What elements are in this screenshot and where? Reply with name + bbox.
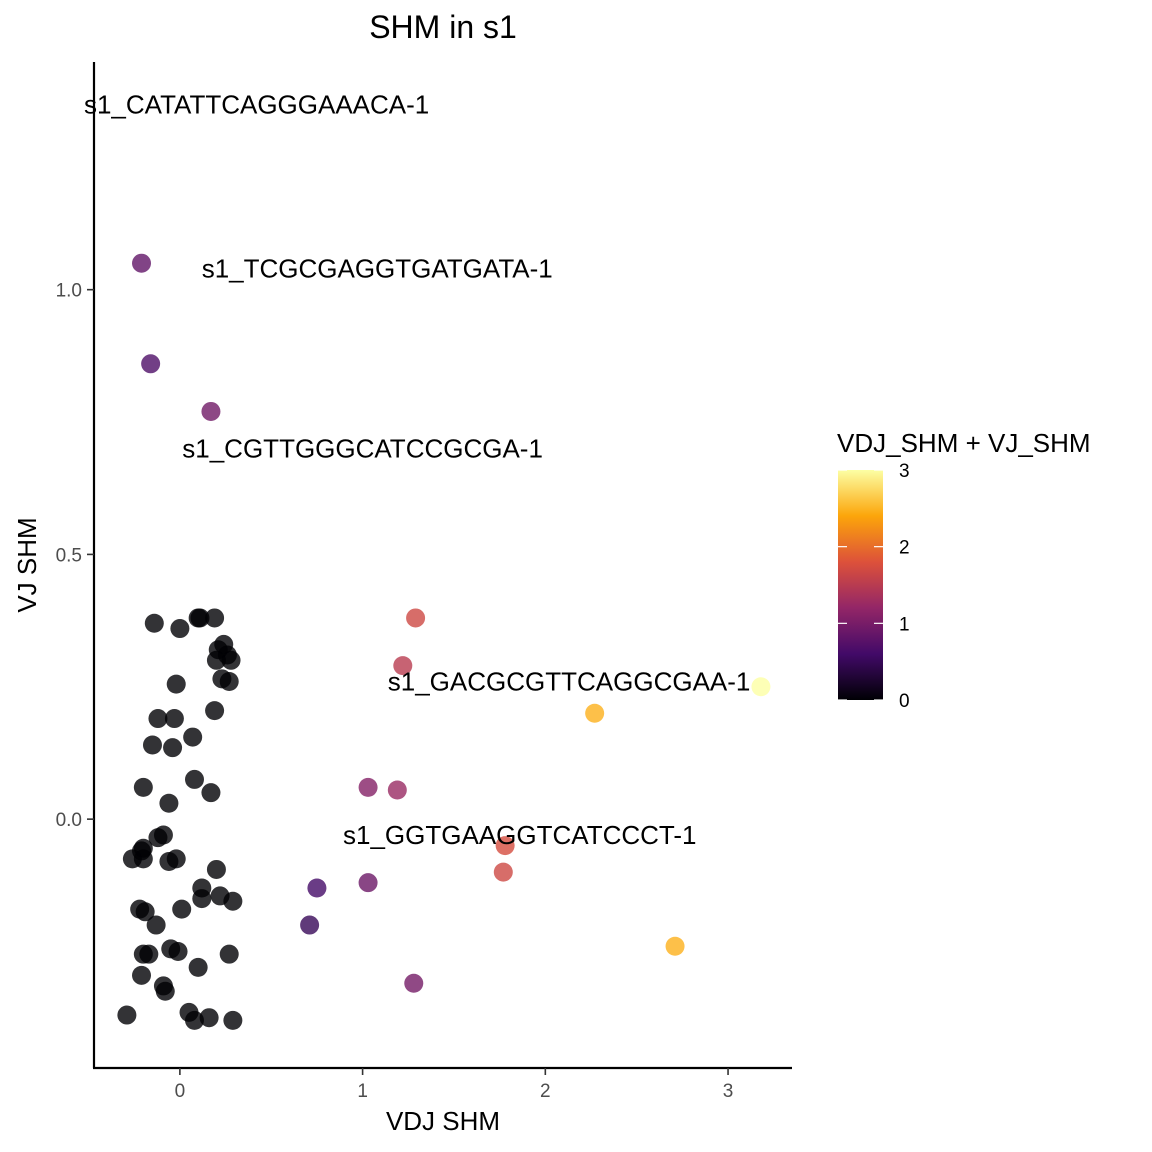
data-point <box>139 944 159 964</box>
data-point <box>393 656 413 676</box>
data-point <box>132 965 152 985</box>
data-point <box>493 862 513 882</box>
data-point <box>585 703 605 723</box>
data-point <box>387 780 407 800</box>
data-point <box>135 902 155 922</box>
data-point <box>117 1005 137 1025</box>
point-annotation: s1_TCGCGAGGTGATGATA-1 <box>202 253 553 283</box>
data-point <box>665 936 685 956</box>
data-point <box>307 878 327 898</box>
data-point <box>148 709 168 729</box>
x-tick-label: 2 <box>540 1081 551 1102</box>
x-tick-label: 3 <box>723 1081 734 1102</box>
data-point <box>219 944 239 964</box>
data-point <box>223 891 243 911</box>
data-point <box>166 674 186 694</box>
data-point <box>148 828 168 848</box>
legend-title: VDJ_SHM + VJ_SHM <box>837 428 1091 458</box>
legend-ticks: 0 1 2 3 <box>838 461 910 712</box>
data-point <box>404 973 424 993</box>
data-point <box>223 1010 243 1030</box>
data-point <box>358 777 378 797</box>
point-annotation: s1_CGTTGGGCATCCGCGA-1 <box>182 434 543 464</box>
data-point <box>183 727 203 747</box>
chart-title: SHM in s1 <box>369 9 517 45</box>
data-point <box>192 889 212 909</box>
data-point <box>168 942 188 962</box>
data-point <box>221 650 241 670</box>
x-tick-label: 1 <box>357 1081 368 1102</box>
data-point <box>206 650 226 670</box>
data-point <box>132 253 152 273</box>
data-point <box>159 852 179 872</box>
data-point <box>159 793 179 813</box>
color-legend: VDJ_SHM + VJ_SHM 0 1 2 3 <box>837 428 1091 712</box>
data-point <box>155 981 175 1001</box>
data-point <box>751 677 771 697</box>
x-axis-ticks: 0 1 2 3 <box>175 1068 734 1102</box>
legend-tick-label: 1 <box>899 614 910 635</box>
point-annotation: s1_GGTGAAGGTCATCCCT-1 <box>343 820 696 850</box>
point-annotation: s1_CATATTCAGGGAAACA-1 <box>84 89 429 119</box>
data-point <box>133 777 153 797</box>
data-point <box>201 401 221 421</box>
data-point <box>406 608 426 628</box>
data-point <box>164 709 184 729</box>
data-point <box>184 1010 204 1030</box>
y-tick-label: 0.0 <box>56 810 82 831</box>
data-point <box>170 619 190 639</box>
data-point <box>184 769 204 789</box>
annotation-layer: s1_CATATTCAGGGAAACA-1 s1_TCGCGAGGTGATGATA… <box>84 89 750 850</box>
data-point <box>163 738 183 758</box>
point-annotation: s1_GACGCGTTCAGGCGAA-1 <box>388 666 751 696</box>
data-point <box>199 1008 219 1028</box>
data-point <box>188 957 208 977</box>
data-point <box>495 836 515 856</box>
data-point <box>219 671 239 691</box>
data-point <box>188 608 208 628</box>
legend-colorbar <box>838 470 883 700</box>
data-point <box>206 859 226 879</box>
data-point <box>144 613 164 633</box>
data-point <box>141 354 161 374</box>
legend-tick-label: 2 <box>899 538 910 559</box>
data-point <box>300 915 320 935</box>
legend-tick-label: 0 <box>899 691 910 712</box>
data-point <box>205 608 225 628</box>
y-tick-label: 0.5 <box>56 545 82 566</box>
data-point <box>201 783 221 803</box>
data-point <box>142 735 162 755</box>
x-tick-label: 0 <box>175 1081 186 1102</box>
y-tick-label: 1.0 <box>56 281 82 302</box>
data-point <box>133 849 153 869</box>
y-axis-ticks: 0.0 0.5 1.0 <box>56 281 94 831</box>
data-point <box>358 873 378 893</box>
x-axis-title: VDJ SHM <box>386 1106 500 1136</box>
data-point <box>146 915 166 935</box>
y-axis-title: VJ SHM <box>12 517 42 612</box>
points-layer <box>117 253 771 1030</box>
data-point <box>205 701 225 721</box>
legend-tick-label: 3 <box>899 461 910 482</box>
data-point <box>172 899 192 919</box>
